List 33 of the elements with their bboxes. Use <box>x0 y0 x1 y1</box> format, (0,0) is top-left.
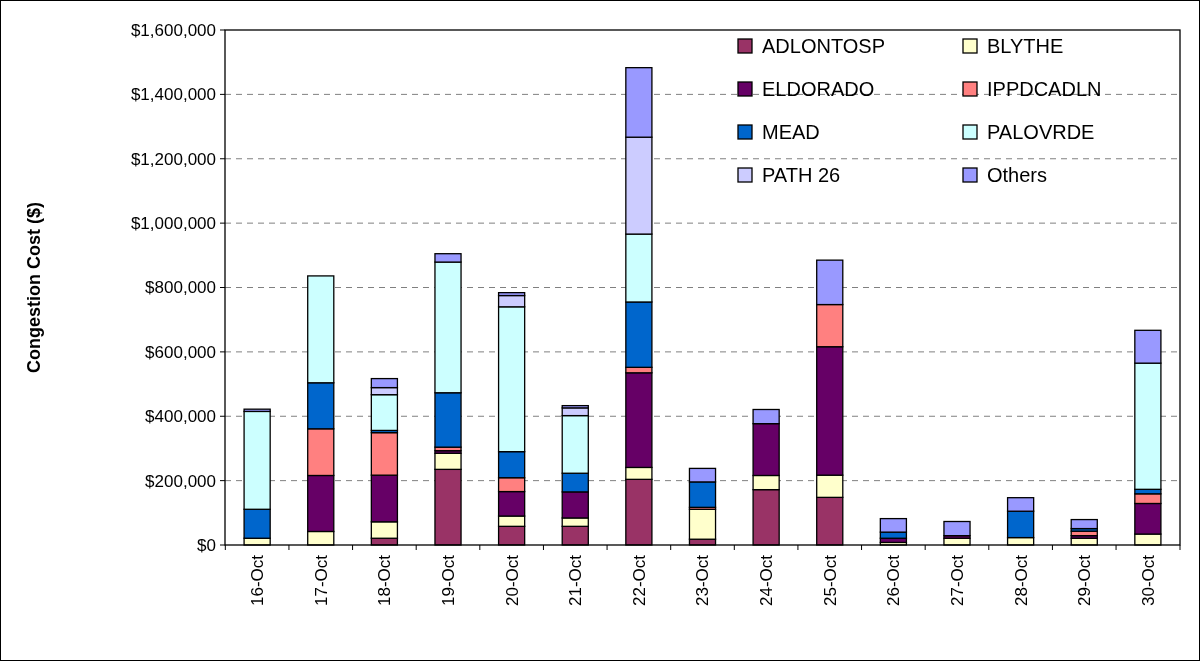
x-tick-label: 28-Oct <box>1011 554 1031 607</box>
y-tick-label: $600,000 <box>145 342 216 362</box>
legend-label: BLYTHE <box>987 35 1064 57</box>
legend-label: IPPDCADLN <box>987 78 1102 100</box>
x-tick-label: 26-Oct <box>884 554 904 607</box>
x-tick-label: 29-Oct <box>1075 554 1095 607</box>
x-tick-label: 20-Oct <box>502 554 522 607</box>
y-tick-label: $400,000 <box>145 407 216 427</box>
legend-label: MEAD <box>762 121 820 143</box>
legend-label: Others <box>987 164 1048 186</box>
y-tick-label: $0 <box>197 535 216 555</box>
legend-label: PALOVRDE <box>987 121 1095 143</box>
y-tick-label: $200,000 <box>145 471 216 491</box>
x-tick-label: 19-Oct <box>438 554 458 607</box>
x-tick-label: 23-Oct <box>693 554 713 607</box>
y-axis-title: Congestion Cost ($) <box>24 202 44 373</box>
y-tick-label: $1,000,000 <box>130 214 216 234</box>
y-tick-label: $1,600,000 <box>130 20 216 40</box>
y-tick-label: $1,200,000 <box>130 149 216 169</box>
x-tick-label: 21-Oct <box>566 554 586 607</box>
y-tick-label: $800,000 <box>145 278 216 298</box>
x-tick-label: 24-Oct <box>757 554 777 607</box>
legend-label: PATH 26 <box>762 164 841 186</box>
x-tick-label: 27-Oct <box>947 554 967 607</box>
x-tick-label: 30-Oct <box>1138 554 1158 607</box>
x-tick-label: 22-Oct <box>629 554 649 607</box>
x-tick-label: 18-Oct <box>375 554 395 607</box>
legend-label: ADLONTOSP <box>762 35 885 57</box>
y-tick-label: $1,400,000 <box>130 85 216 105</box>
x-tick-label: 16-Oct <box>248 554 268 607</box>
x-tick-label: 17-Oct <box>311 554 331 607</box>
legend-label: ELDORADO <box>762 78 875 100</box>
x-tick-label: 25-Oct <box>820 554 840 607</box>
